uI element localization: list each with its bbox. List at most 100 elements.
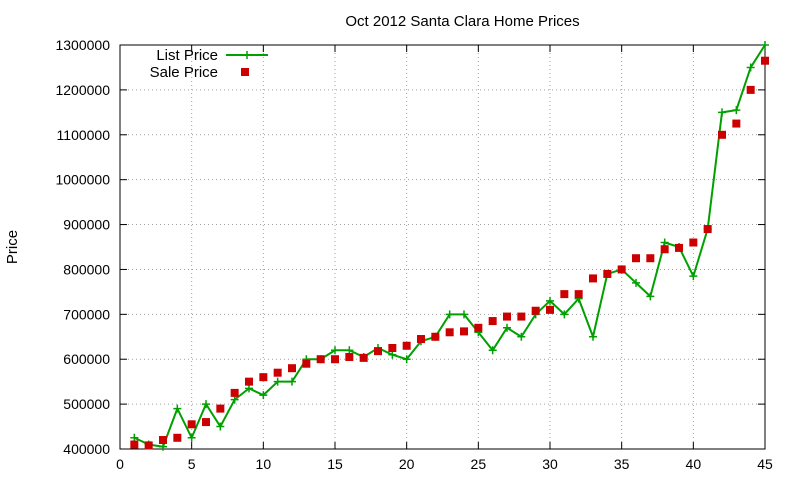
sale-price-point — [517, 312, 526, 321]
list-price-point — [732, 106, 741, 115]
sale-price-point — [374, 347, 382, 356]
sale-price-point — [331, 355, 339, 364]
y-tick-label: 700000 — [63, 306, 110, 322]
series-layer — [130, 41, 769, 451]
list-price-point — [632, 278, 640, 287]
sale-price-point — [474, 323, 483, 332]
x-tick-label: 25 — [471, 456, 487, 472]
sale-price-point — [288, 364, 296, 373]
x-tick-label: 10 — [256, 456, 272, 472]
sale-price-point — [560, 290, 569, 299]
y-tick-label: 600000 — [63, 351, 110, 367]
list-price-point — [130, 433, 139, 442]
y-tick-label: 500000 — [63, 396, 110, 412]
x-tick-label: 15 — [327, 456, 343, 472]
list-price-point — [259, 391, 268, 400]
sale-price-point — [359, 353, 368, 362]
y-tick-label: 900000 — [63, 217, 110, 233]
y-axis-label: Price — [4, 230, 21, 264]
list-price-point — [646, 292, 655, 301]
list-price-point — [445, 310, 454, 319]
sale-price-point — [488, 317, 497, 326]
list-price-point — [273, 377, 282, 386]
x-tick-label: 40 — [686, 456, 702, 472]
sale-price-point — [202, 418, 210, 427]
list-price-point — [288, 377, 296, 386]
sale-price-point — [230, 388, 239, 397]
x-tick-label: 0 — [116, 456, 124, 472]
list-price-point — [388, 350, 397, 359]
sale-price-point — [173, 433, 182, 442]
list-price-point — [589, 332, 597, 341]
sale-price-point — [617, 265, 626, 274]
list-price-point — [245, 384, 253, 393]
sale-price-point — [402, 341, 411, 350]
sale-price-point — [388, 344, 397, 352]
list-price-line — [133, 44, 766, 448]
list-price-point — [460, 310, 468, 319]
list-price-point — [345, 346, 354, 355]
sale-price-point — [187, 420, 196, 429]
sale-price-point — [431, 332, 440, 341]
list-price-point — [159, 442, 167, 451]
sale-price-point — [216, 404, 225, 413]
plot-border — [119, 44, 766, 450]
sale-price-point — [345, 352, 354, 361]
x-tick-label: 20 — [399, 456, 415, 472]
legend-plus-swatch — [243, 51, 251, 59]
sale-price-point — [603, 269, 612, 278]
list-price-point — [689, 272, 698, 281]
sale-price-point — [130, 440, 139, 449]
list-price-point — [187, 433, 196, 442]
legend-label: List Price — [156, 47, 218, 64]
list-price-point — [331, 346, 339, 355]
y-tick-label: 1100000 — [57, 127, 111, 143]
legend-label: Sale Price — [150, 64, 218, 81]
y-tick-label: 400000 — [63, 441, 110, 457]
sale-price-point — [144, 441, 153, 450]
sale-price-point — [460, 327, 468, 336]
sale-price-point — [732, 119, 741, 128]
sale-price-point — [689, 238, 698, 247]
list-price-point — [761, 41, 769, 49]
list-price-point — [560, 310, 569, 319]
grid-lines — [120, 45, 765, 449]
sale-price-point — [632, 254, 640, 263]
sale-price-point — [761, 56, 769, 65]
sale-price-point — [316, 355, 325, 364]
x-tick-label: 45 — [757, 456, 773, 472]
sale-price-point — [574, 290, 583, 299]
list-price-point — [173, 404, 182, 413]
sale-price-point — [503, 312, 511, 321]
x-tick-label: 5 — [188, 456, 196, 472]
axis-tick-labels: 400000 500000 600000 700000 800000 900000 1000… — [55, 37, 773, 472]
y-tick-label: 800000 — [63, 261, 110, 277]
x-tick-label: 30 — [542, 456, 558, 472]
sale-price-point — [259, 373, 268, 382]
sale-price-point — [302, 359, 311, 368]
sale-price-point — [660, 245, 669, 254]
axis-ticks — [119, 44, 766, 450]
list-price-point — [488, 346, 497, 355]
list-price-point — [660, 238, 669, 247]
sale-price-point — [746, 85, 755, 94]
list-price-point — [202, 400, 210, 409]
sale-price-point — [417, 335, 425, 344]
sale-price-point — [159, 436, 167, 445]
list-price-point — [503, 323, 511, 332]
list-price-point — [546, 296, 554, 305]
chart-title: Oct 2012 Santa Clara Home Prices — [345, 13, 579, 30]
sale-price-point — [646, 254, 655, 263]
y-tick-label: 1300000 — [55, 37, 110, 53]
series-list-price — [130, 41, 769, 451]
sale-price-point — [273, 368, 282, 377]
sale-price-point — [703, 225, 712, 234]
list-price-point — [216, 422, 225, 431]
sale-price-point — [245, 377, 253, 386]
list-price-point — [718, 108, 726, 117]
y-tick-label: 1200000 — [55, 82, 110, 98]
sale-price-point — [531, 306, 540, 315]
x-tick-label: 35 — [614, 456, 630, 472]
